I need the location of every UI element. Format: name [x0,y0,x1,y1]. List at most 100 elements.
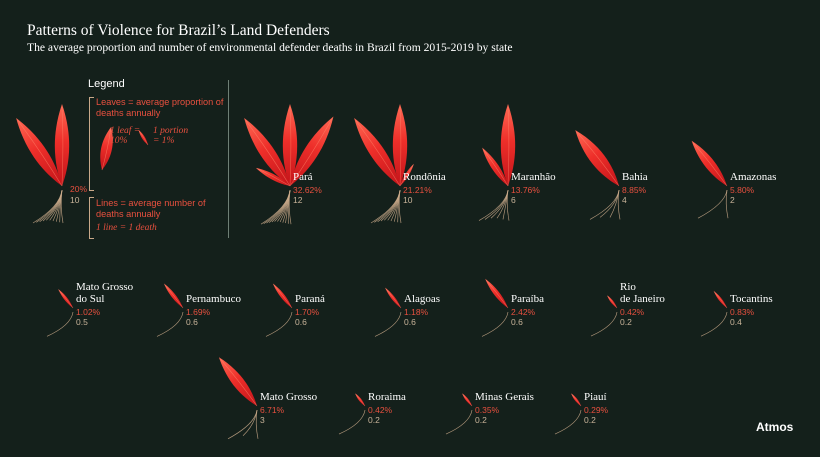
legend-one-leaf: 1 leaf = 10% [110,126,141,146]
plant-roraima-leaf-partial [355,393,366,407]
plant-rondonia-leaf-2 [354,118,401,187]
legend-example-plant-root-10 [32,189,63,224]
state-name-parana: Paraná [295,293,325,305]
plant-amazonas-root-2 [697,189,728,219]
state-name-pernambuco: Pernambuco [186,293,241,305]
state-deaths-para: 12 [293,195,303,205]
plant-piaui-leaf-partial [571,393,582,407]
legend-example-plant-leaf-1-blade [54,104,70,186]
plant-piaui [554,393,582,435]
legend-one-line: 1 line = 1 death [96,223,157,233]
plant-amazonas [691,140,729,219]
plant-parana-leaf-partial-vein [273,284,293,309]
legend-divider [228,80,229,238]
state-pct-maranhao: 13.76% [511,185,540,195]
state-deaths-mato-grosso: 3 [260,415,265,425]
state-pct-para: 32.62% [293,185,322,195]
plant-minas-gerais-leaf-partial-vein [462,393,473,407]
state-name-rio-de-janeiro-line-2: de Janeiro [620,293,665,305]
plant-para-leaf-3 [289,116,334,187]
state-pct-piaui: 0.29% [584,405,609,415]
legend-lines-text: Lines = average number of deaths annuall… [96,198,206,219]
plant-mato-grosso-do-sul-leaf-partial-vein [58,289,74,309]
plant-rio-de-janeiro-leaf-partial [607,295,618,309]
plant-mato-grosso-do-sul [46,289,74,337]
plant-maranhao [478,104,516,221]
state-deaths-mato-grosso-do-sul: 0.5 [76,317,88,327]
plant-rondonia [354,104,414,224]
legend-example-plant-leaf-1 [54,104,70,187]
legend-title: Legend [88,78,125,90]
plant-parana [265,283,293,337]
plant-paraiba-root-1 [481,311,509,337]
plant-para [244,104,334,225]
state-pct-alagoas: 1.18% [404,307,429,317]
plant-para-leaf-3-blade [290,116,334,186]
state-pct-mato-grosso-do-sul: 1.02% [76,307,101,317]
state-deaths-parana: 0.6 [295,317,307,327]
state-pct-minas-gerais: 0.35% [475,405,500,415]
plant-tocantins [700,290,728,337]
plant-bahia-root-4 [589,189,620,220]
plant-piaui-leaf-partial-vein [571,393,582,407]
plant-tocantins-leaf-partial [713,290,728,309]
plant-maranhao-leaf-partial-blade [482,147,508,186]
state-name-amazonas: Amazonas [730,171,777,183]
plant-rondonia-leaf-1-blade [392,104,408,186]
legend-example-deaths: 10 [70,195,80,205]
plant-paraiba-leaf-partial [485,278,509,309]
legend-sample-portion [138,129,149,146]
plant-mato-grosso-root-3 [227,409,258,440]
state-pct-amazonas: 5.80% [730,185,755,195]
state-deaths-bahia: 4 [622,195,627,205]
plant-alagoas [374,287,402,337]
state-pct-roraima: 0.42% [368,405,393,415]
legend-example-plant-leaf-1-vein [61,107,64,187]
state-pct-mato-grosso: 6.71% [260,405,285,415]
plant-rondonia-leaf-1-vein [399,107,402,187]
plant-pernambuco-leaf-partial [163,283,184,309]
plant-para-leaf-partial-vein [257,168,291,187]
plant-alagoas-leaf-partial [385,287,402,309]
legend-example-plant-leaf-2-blade [16,118,62,186]
state-name-para: Pará [293,171,313,183]
plant-pernambuco-leaf-partial-vein [164,284,184,309]
state-deaths-maranhao: 6 [511,195,516,205]
plant-para-leaf-2-blade [244,118,290,186]
state-pct-paraiba: 2.42% [511,307,536,317]
plant-parana-root-1 [265,311,293,337]
state-deaths-pernambuco: 0.6 [186,317,198,327]
plant-rio-de-janeiro-root-1 [590,311,618,337]
chart-title: Patterns of Violence for Brazil’s Land D… [27,22,330,39]
plant-alagoas-leaf-partial-vein [385,288,402,309]
state-name-paraiba: Paraíba [511,293,544,305]
plant-maranhao-leaf-1-blade [500,104,516,186]
plant-amazonas-leaf-partial-vein [692,142,728,187]
plant-maranhao-leaf-1 [500,104,516,187]
plant-para-leaf-partial [255,167,291,187]
legend-example-plant [16,104,70,224]
legend-leaves-text: Leaves = average proportion of deaths an… [96,97,224,118]
state-name-alagoas: Alagoas [404,293,441,305]
legend-example-pct: 20% [70,184,88,194]
state-name-piaui: Piauí [584,391,607,403]
plant-maranhao-leaf-1-vein [507,107,510,187]
legend-example-plant-leaf-2 [16,118,63,187]
state-pct-tocantins: 0.83% [730,307,755,317]
legend-sample-leaf-vein [101,128,112,171]
legend-example-plant-leaf-2-vein [17,120,63,187]
plant-minas-gerais-leaf-partial [462,393,473,407]
state-pct-parana: 1.70% [295,307,320,317]
plant-mato-grosso-leaf-partial [218,357,258,407]
plant-amazonas-leaf-partial-blade [691,140,727,186]
legend-leaves-bracket [89,97,94,191]
plant-tocantins-root-1 [700,311,728,337]
state-deaths-minas-gerais: 0.2 [475,415,487,425]
state-name-rondonia: Rondônia [403,171,446,183]
plant-maranhao-leaf-partial-vein [482,149,509,187]
plant-para-leaf-3-vein [289,119,332,187]
plant-amazonas-leaf-partial [691,140,728,187]
state-deaths-paraiba: 0.6 [511,317,523,327]
state-name-mato-grosso-do-sul-line-1: Mato Grosso [76,281,134,293]
plant-maranhao-leaf-partial [482,147,509,187]
